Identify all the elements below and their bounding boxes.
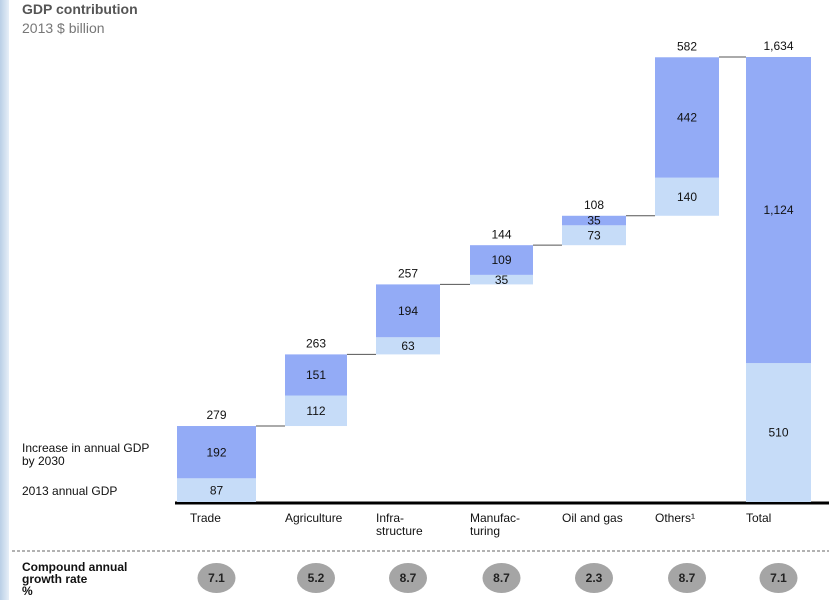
total-label: 582 — [677, 39, 697, 53]
segment-label: 35 — [587, 214, 601, 228]
growth-value: 8.7 — [679, 571, 696, 585]
chart-title: GDP contribution — [22, 1, 138, 17]
bar-segment — [746, 57, 811, 364]
chart-subtitle: 2013 $ billion — [22, 20, 105, 36]
segment-label: 194 — [398, 304, 418, 318]
bar-segment — [376, 337, 440, 355]
growth-badge — [575, 563, 613, 593]
total-label: 279 — [206, 408, 226, 422]
bar-segment — [470, 274, 533, 285]
category-label: Others¹ — [655, 511, 696, 525]
bar-segment — [562, 225, 626, 246]
category-label: Trade — [190, 511, 221, 525]
bar-segment — [746, 363, 811, 502]
segment-label: 109 — [491, 253, 511, 267]
growth-value: 8.7 — [493, 571, 510, 585]
bar-segment — [376, 284, 440, 338]
growth-badge — [482, 563, 521, 593]
category-label: Total — [746, 511, 772, 525]
segment-label: 192 — [206, 445, 226, 459]
growth-badge — [389, 563, 427, 593]
total-label: 144 — [491, 227, 511, 241]
segment-label: 112 — [306, 404, 325, 418]
total-label: 108 — [584, 198, 604, 212]
bar-segment — [177, 426, 256, 479]
growth-value: 5.2 — [308, 571, 325, 585]
growth-value: 2.3 — [586, 571, 603, 585]
growth-badge — [759, 563, 798, 593]
growth-badge — [668, 563, 706, 593]
segment-label: 63 — [401, 339, 415, 353]
segment-label: 87 — [210, 483, 224, 497]
legend-label: Increase in annual GDP by 2030 — [22, 441, 150, 468]
category-label: Manufac- turing — [470, 511, 521, 538]
bar-segment — [470, 245, 533, 275]
bar-segment — [285, 354, 347, 396]
segment-label: 151 — [306, 368, 326, 382]
segment-label: 73 — [587, 228, 601, 242]
category-label: Oil and gas — [562, 511, 623, 525]
segment-label: 140 — [677, 190, 697, 204]
growth-badge — [297, 563, 335, 593]
bar-segment — [655, 57, 719, 178]
growth-value: 7.1 — [770, 571, 787, 585]
total-label: 1,634 — [763, 39, 793, 53]
total-label: 257 — [398, 267, 418, 281]
category-label: Infra- structure — [376, 511, 423, 538]
segment-label: 1,124 — [763, 203, 793, 217]
category-label: Agriculture — [285, 511, 343, 525]
growth-value: 8.7 — [400, 571, 417, 585]
bar-segment — [655, 177, 719, 216]
growth-badge — [197, 563, 236, 593]
segment-label: 510 — [768, 426, 788, 440]
growth-label: Compound annual growth rate % — [22, 560, 128, 598]
segment-label: 35 — [495, 273, 509, 287]
segment-label: 442 — [677, 111, 697, 125]
legend-label: 2013 annual GDP — [22, 484, 118, 498]
total-label: 263 — [306, 337, 326, 351]
growth-value: 7.1 — [208, 571, 225, 585]
bar-segment — [285, 395, 347, 427]
bar-segment — [562, 215, 626, 226]
bar-segment — [177, 478, 256, 502]
edge-strip — [0, 0, 9, 600]
